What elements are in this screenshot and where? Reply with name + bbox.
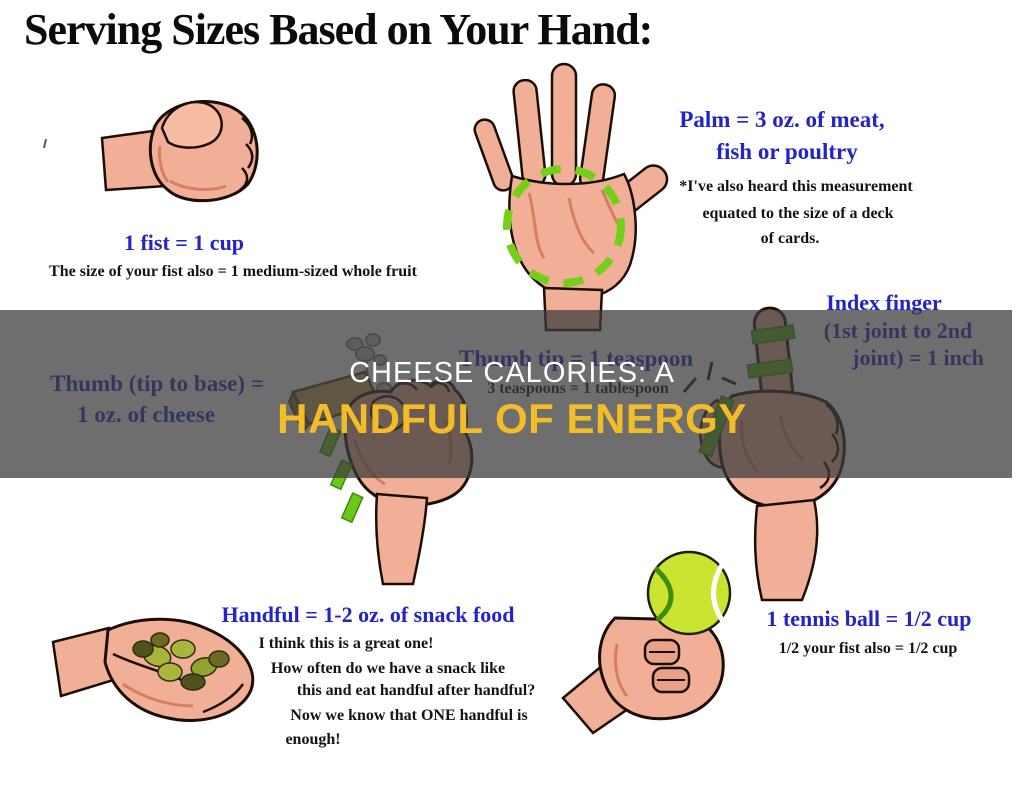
stray-mark [42, 138, 48, 149]
handful-note-5: enough! [285, 731, 341, 748]
palm-headline-line2: fish or poultry [716, 139, 858, 164]
handful-note-4: Now we know that ONE handful is [290, 707, 528, 724]
tennis-ball-hand-illustration [561, 550, 732, 735]
open-palm-illustration [473, 62, 669, 332]
fist-illustration [100, 100, 259, 203]
tennis-headline: 1 tennis ball = 1/2 cup [766, 606, 972, 631]
handful-note-2: How often do we have a snack like [270, 660, 506, 677]
snack-nuts [132, 632, 230, 691]
fist-headline: 1 fist = 1 cup [123, 230, 245, 255]
palm-note-line3: of cards. [760, 230, 820, 247]
banner-dim-overlay [0, 310, 1012, 478]
fist-note: The size of your fist also = 1 medium-si… [49, 263, 417, 280]
handful-headline: Handful = 1-2 oz. of snack food [221, 602, 515, 627]
handful-note-3: this and eat handful after handful? [296, 682, 536, 699]
tennis-note: 1/2 your fist also = 1/2 cup [778, 640, 958, 657]
palm-dashed-circle [503, 165, 625, 287]
handful-note-1: I think this is a great one! [258, 635, 434, 652]
palm-note-line1: *I've also heard this measurement [679, 178, 913, 195]
index-finger-line1: Index finger [826, 290, 942, 315]
palm-headline-line1: Palm = 3 oz. of meat, [679, 107, 885, 132]
infographic-title: Serving Sizes Based on Your Hand: [24, 5, 653, 54]
tennis-ball [646, 550, 732, 636]
palm-note-line2: equated to the size of a deck [702, 205, 894, 222]
snack-handful-illustration [51, 617, 255, 722]
